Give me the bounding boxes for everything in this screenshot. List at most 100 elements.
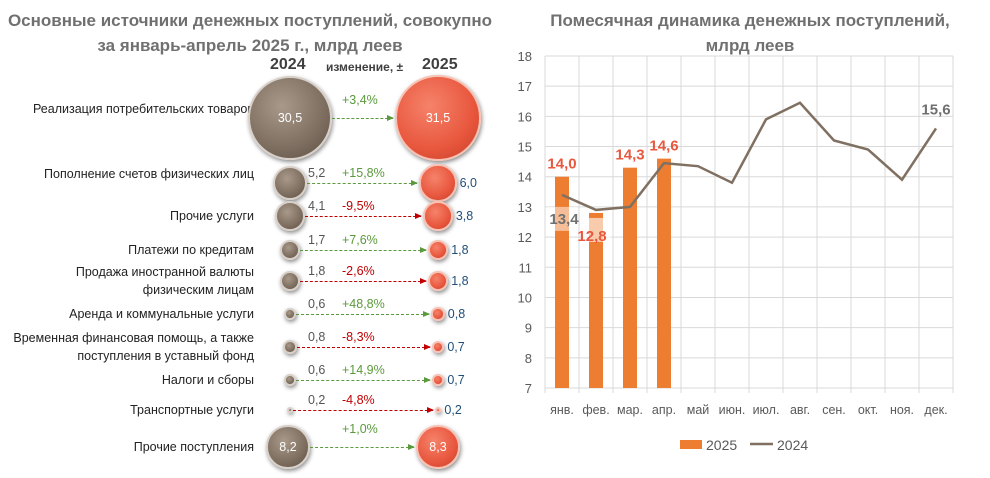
bubble-2024: 30,5 [248, 76, 332, 160]
value-2025: 0,7 [447, 340, 465, 354]
source-label: Налоги и сборы [161, 373, 254, 387]
bubble-2025 [419, 164, 457, 202]
y-tick-label: 9 [525, 321, 532, 336]
header-2024: 2024 [270, 56, 306, 73]
source-label: Пополнение счетов физических лиц [44, 167, 254, 181]
bubble-2025 [431, 373, 445, 387]
change-percent: +48,8% [342, 297, 385, 311]
bar-data-label: 14,0 [547, 156, 576, 173]
bar-2025 [657, 158, 671, 388]
source-label: Аренда и коммунальные услуги [69, 307, 254, 321]
monthly-chart: 7 8 9 10 11 12 13 14 15 16 17 18 янв. фев. мар. апр. май… [518, 49, 954, 453]
change-arrow [295, 377, 431, 383]
y-tick-label: 15 [518, 140, 532, 155]
bubble-2025 [434, 406, 442, 414]
value-2025: 1,8 [451, 243, 469, 257]
bubble-2025 [427, 239, 449, 261]
x-tick-label: янв. [550, 403, 574, 417]
left-title-line2: за январь-апрель 2025 г., млрд леев [97, 36, 403, 55]
y-tick-label: 17 [518, 79, 532, 94]
value-2024: 8,2 [279, 439, 297, 454]
bubble-2024: 8,2 [266, 425, 310, 469]
source-label: Платежи по кредитам [128, 243, 254, 257]
legend-swatch-2025 [680, 440, 702, 449]
source-label: Временная финансовая помощь, а также пос… [13, 331, 254, 363]
legend-label-2025: 2025 [706, 437, 737, 453]
source-label: Продажа иностранной валюты физическим ли… [75, 265, 254, 297]
value-2024: 4,1 [308, 199, 326, 213]
bar-2025 [589, 212, 603, 388]
x-tick-label: мар. [617, 403, 643, 417]
change-arrow [300, 278, 427, 284]
y-tick-label: 7 [525, 381, 532, 396]
change-percent: +15,8% [342, 166, 385, 180]
change-percent: +7,6% [342, 233, 378, 247]
value-2025: 0,8 [447, 307, 466, 321]
bar-data-label: 14,3 [615, 147, 644, 164]
bubble-2024 [274, 200, 306, 232]
header-change: изменение, ± [326, 60, 404, 74]
value-2024: 30,5 [277, 110, 303, 125]
bubble-2025: 31,5 [395, 75, 481, 161]
x-tick-label: ноя. [890, 403, 914, 417]
change-arrow [293, 407, 434, 413]
value-2024: 1,7 [308, 233, 326, 247]
bubble-2024 [272, 165, 308, 201]
change-percent: -2,6% [342, 264, 375, 278]
bubble-2024 [283, 340, 297, 354]
chart-title: Помесячная динамика денежных поступлений… [550, 11, 950, 55]
x-tick-label: окт. [858, 403, 878, 417]
value-2025: 31,5 [425, 110, 451, 125]
value-2024: 1,8 [308, 264, 326, 278]
bar-data-label: 14,6 [649, 138, 678, 155]
x-tick-label: июл. [753, 403, 780, 417]
label-bg [547, 206, 577, 231]
line-2024 [561, 101, 938, 212]
value-2025: 3,8 [455, 209, 474, 223]
bubble-2024 [279, 270, 301, 292]
header-2025: 2025 [422, 56, 458, 73]
bar-data-label: 12,8 [577, 228, 606, 245]
line-data-label: 15,6 [921, 101, 950, 118]
y-tick-label: 18 [518, 49, 532, 64]
change-percent: -8,3% [342, 330, 375, 344]
bubble-2024 [286, 406, 294, 414]
left-title-line1: Основные источники денежных поступлений,… [7, 11, 493, 30]
value-2025: 6,0 [459, 176, 477, 190]
value-2024: 0,8 [308, 330, 326, 344]
bubble-2024 [284, 374, 296, 386]
change-percent: -9,5% [342, 199, 375, 213]
value-2025: 8,3 [429, 439, 447, 454]
change-percent: -4,8% [342, 393, 375, 407]
bubble-2025: 8,3 [416, 425, 460, 469]
value-2025: 1,8 [451, 274, 469, 288]
x-tick-label: апр. [652, 403, 676, 417]
change-arrow [305, 213, 422, 219]
value-2024: 0,2 [308, 393, 326, 407]
x-tick-label: май [687, 403, 710, 417]
x-tick-label: сен. [822, 403, 846, 417]
x-tick-label: июн. [719, 403, 746, 417]
bubble-2025 [431, 307, 445, 321]
change-arrow [309, 444, 416, 450]
legend-label-2024: 2024 [777, 437, 808, 453]
y-tick-label: 11 [519, 260, 533, 275]
y-tick-label: 16 [518, 109, 532, 124]
y-tick-label: 14 [518, 170, 532, 185]
x-tick-label: фев. [582, 403, 609, 417]
y-tick-label: 10 [518, 290, 532, 305]
value-2024: 5,2 [308, 166, 326, 180]
source-label: Прочие поступления [133, 440, 254, 454]
change-arrow [295, 311, 431, 317]
value-2025: 0,7 [447, 373, 465, 387]
line-data-label: 13,4 [549, 211, 579, 228]
change-arrow [331, 115, 395, 121]
bubble-2025 [427, 270, 449, 292]
bubble-2025 [431, 340, 445, 354]
label-bg [581, 217, 611, 242]
source-label: Прочие услуги [170, 209, 254, 223]
value-2024: 0,6 [308, 297, 326, 311]
y-tick-label: 8 [525, 351, 532, 366]
left-title: Основные источники денежных поступлений,… [0, 8, 500, 58]
bubble-2025 [423, 201, 453, 231]
